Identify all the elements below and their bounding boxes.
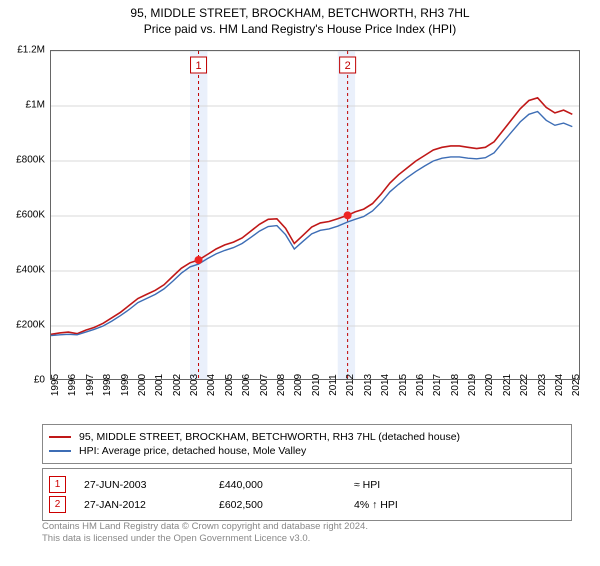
y-axis-label: £400K — [16, 265, 45, 276]
y-axis-label: £1M — [26, 100, 45, 111]
transactions-table: 1 27-JUN-2003 £440,000 ≈ HPI 2 27-JAN-20… — [42, 468, 572, 521]
transaction-date: 27-JAN-2012 — [84, 499, 219, 511]
x-axis-label: 2009 — [293, 374, 304, 396]
x-axis-label: 2024 — [554, 374, 565, 396]
x-axis-label: 2008 — [276, 374, 287, 396]
x-axis-label: 2012 — [345, 374, 356, 396]
legend-item: 95, MIDDLE STREET, BROCKHAM, BETCHWORTH,… — [49, 431, 565, 443]
x-axis-label: 2000 — [137, 374, 148, 396]
legend-swatch — [49, 436, 71, 438]
x-axis-label: 2002 — [172, 374, 183, 396]
x-axis-label: 2022 — [519, 374, 530, 396]
table-row: 2 27-JAN-2012 £602,500 4% ↑ HPI — [49, 496, 565, 513]
legend-label: 95, MIDDLE STREET, BROCKHAM, BETCHWORTH,… — [79, 431, 460, 443]
x-axis-label: 2014 — [380, 374, 391, 396]
x-axis-label: 2011 — [328, 374, 339, 396]
y-axis-label: £0 — [34, 375, 45, 386]
x-axis-label: 1997 — [85, 374, 96, 396]
x-axis-label: 1995 — [50, 374, 61, 396]
x-axis-label: 1996 — [67, 374, 78, 396]
x-axis-label: 2025 — [571, 374, 582, 396]
x-axis-label: 2018 — [450, 374, 461, 396]
chart-subtitle: Price paid vs. HM Land Registry's House … — [0, 22, 600, 36]
chart-area: 12 £0£200K£400K£600K£800K£1M£1.2M1995199… — [50, 50, 580, 380]
y-axis-label: £600K — [16, 210, 45, 221]
footer-line: Contains HM Land Registry data © Crown c… — [42, 521, 368, 533]
legend-swatch — [49, 450, 71, 452]
x-axis-label: 1998 — [102, 374, 113, 396]
transaction-badge: 2 — [49, 496, 66, 513]
transaction-date: 27-JUN-2003 — [84, 479, 219, 491]
x-axis-label: 2017 — [432, 374, 443, 396]
transaction-price: £602,500 — [219, 499, 354, 511]
x-axis-label: 2016 — [415, 374, 426, 396]
x-axis-label: 2003 — [189, 374, 200, 396]
svg-text:1: 1 — [195, 60, 201, 72]
x-axis-label: 2023 — [537, 374, 548, 396]
x-axis-label: 1999 — [120, 374, 131, 396]
transaction-badge: 1 — [49, 476, 66, 493]
x-axis-label: 2013 — [363, 374, 374, 396]
line-chart: 12 — [50, 50, 580, 380]
transaction-delta: 4% ↑ HPI — [354, 499, 398, 511]
transaction-price: £440,000 — [219, 479, 354, 491]
x-axis-label: 2020 — [484, 374, 495, 396]
y-axis-label: £800K — [16, 155, 45, 166]
y-axis-label: £1.2M — [17, 45, 45, 56]
x-axis-label: 2006 — [241, 374, 252, 396]
chart-title-address: 95, MIDDLE STREET, BROCKHAM, BETCHWORTH,… — [0, 6, 600, 20]
x-axis-label: 2019 — [467, 374, 478, 396]
x-axis-label: 2004 — [206, 374, 217, 396]
legend-label: HPI: Average price, detached house, Mole… — [79, 445, 306, 457]
table-row: 1 27-JUN-2003 £440,000 ≈ HPI — [49, 476, 565, 493]
y-axis-label: £200K — [16, 320, 45, 331]
footer-attribution: Contains HM Land Registry data © Crown c… — [42, 521, 368, 546]
legend: 95, MIDDLE STREET, BROCKHAM, BETCHWORTH,… — [42, 424, 572, 464]
legend-item: HPI: Average price, detached house, Mole… — [49, 445, 565, 457]
footer-line: This data is licensed under the Open Gov… — [42, 533, 368, 545]
svg-text:2: 2 — [345, 60, 351, 72]
x-axis-label: 2015 — [398, 374, 409, 396]
x-axis-label: 2021 — [502, 374, 513, 396]
x-axis-label: 2010 — [311, 374, 322, 396]
x-axis-label: 2001 — [154, 374, 165, 396]
x-axis-label: 2005 — [224, 374, 235, 396]
transaction-delta: ≈ HPI — [354, 479, 380, 491]
x-axis-label: 2007 — [259, 374, 270, 396]
